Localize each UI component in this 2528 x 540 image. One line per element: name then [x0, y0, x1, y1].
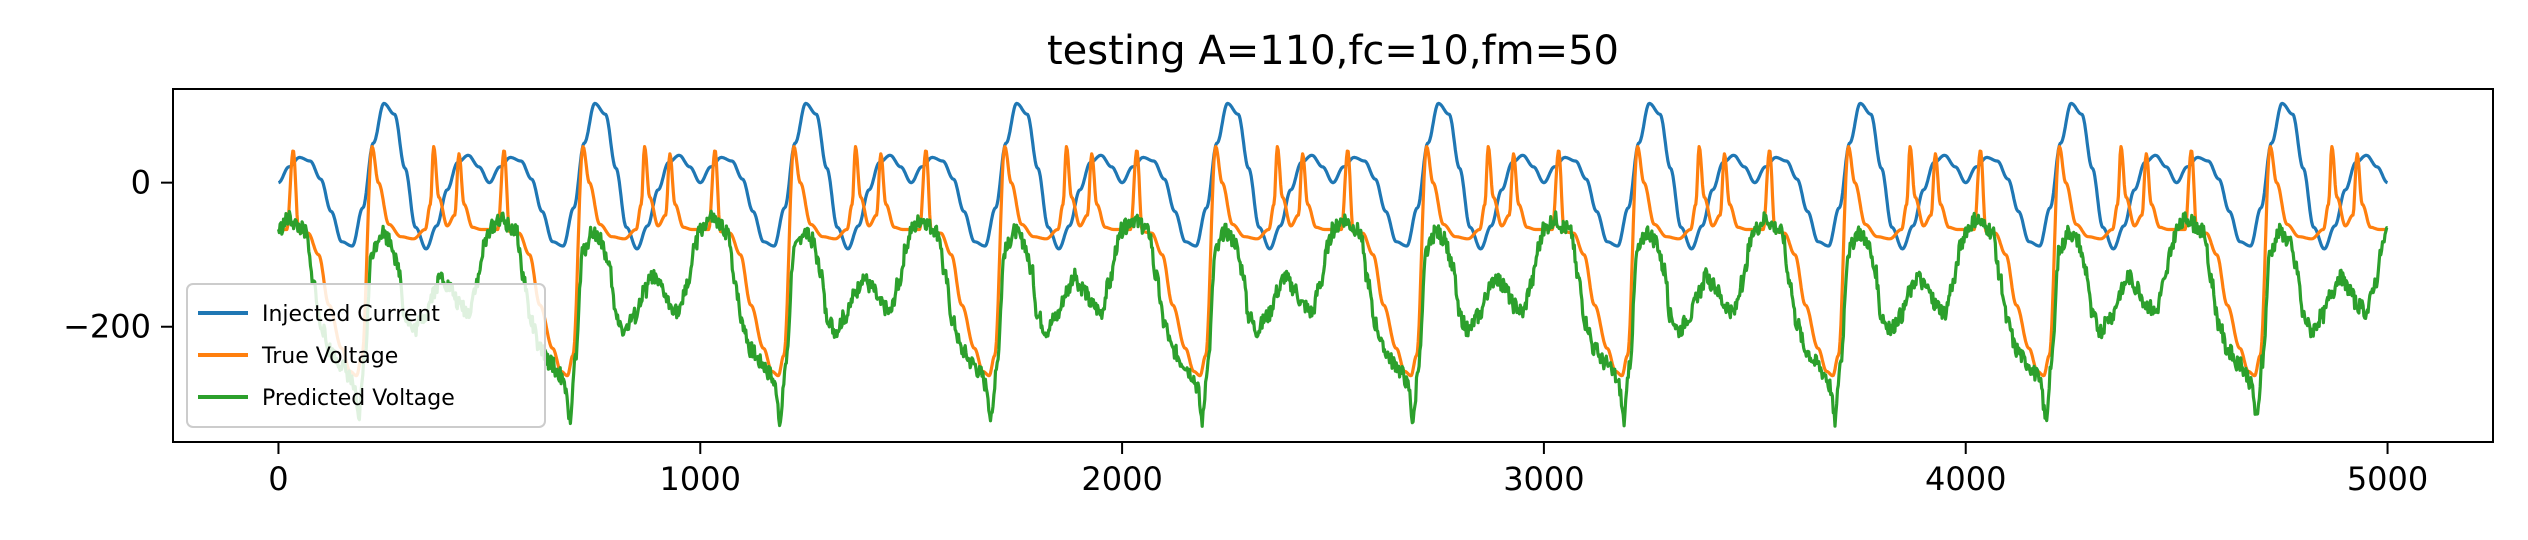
- y-axis: 0 −200: [63, 164, 173, 346]
- x-axis: 0 1000 2000 3000 4000 5000: [268, 442, 2428, 498]
- x-tick-label: 4000: [1925, 460, 2006, 498]
- x-tick-label: 1000: [660, 460, 741, 498]
- series-layer: [276, 101, 2389, 428]
- x-tick-label: 2000: [1081, 460, 1162, 498]
- x-tick-label: 3000: [1503, 460, 1584, 498]
- plot-area: 0 1000 2000 3000 4000 5000 0 −200: [63, 88, 2494, 498]
- legend-label: Injected Current: [262, 302, 440, 327]
- y-tick-label: −200: [63, 308, 151, 346]
- chart-title: testing A=110,fc=10,fm=50: [1047, 28, 1619, 74]
- axes-frame: [172, 88, 2494, 443]
- x-tick-label: 0: [268, 460, 288, 498]
- y-tick-label: 0: [131, 164, 151, 202]
- series-line-2: [277, 145, 2389, 378]
- series-line-3: [276, 209, 2389, 428]
- legend-label: True Voltage: [261, 344, 398, 369]
- legend-label: Predicted Voltage: [262, 386, 455, 411]
- x-tick-label: 5000: [2347, 460, 2428, 498]
- legend-frame: [186, 283, 546, 428]
- legend: Injected Current True Voltage Predicted Vo…: [186, 283, 546, 428]
